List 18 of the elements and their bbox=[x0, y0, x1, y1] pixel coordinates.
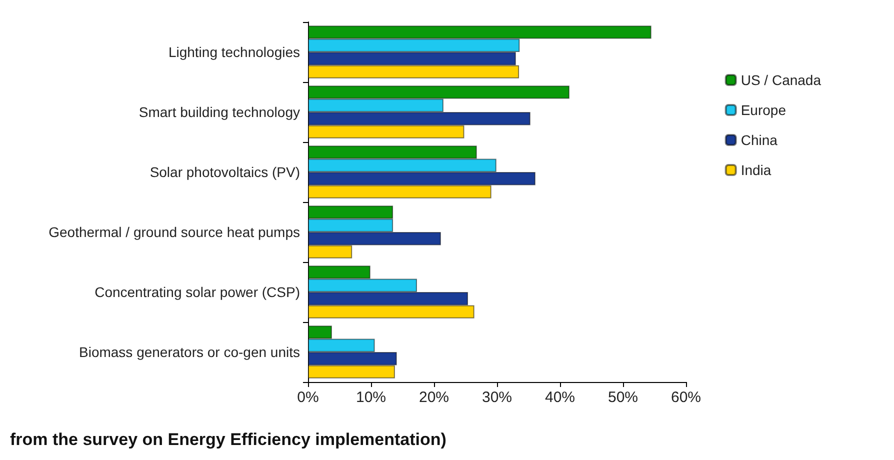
x-tick-label: 20% bbox=[418, 389, 450, 406]
y-tick-label: Lighting technologies bbox=[168, 44, 300, 60]
text: from the survey on Energy Efficiency implementation) bbox=[10, 430, 446, 449]
x-tick-label: 50% bbox=[608, 389, 638, 406]
x-tick-label: 40% bbox=[544, 389, 576, 406]
x-tick-label: 10% bbox=[356, 389, 386, 406]
y-tick-label: Concentrating solar power (CSP) bbox=[94, 284, 300, 300]
legend-label: Europe bbox=[740, 102, 786, 118]
y-tick-label: Biomass generators or co-gen units bbox=[79, 344, 300, 360]
legend-label: India bbox=[740, 162, 772, 178]
y-tick-label: Geothermal / ground source heat pumps bbox=[48, 224, 300, 240]
x-tick-label: 0% bbox=[297, 389, 319, 406]
legend-label: China bbox=[740, 132, 778, 148]
x-tick-label: 60% bbox=[670, 389, 702, 406]
legend-label: US / Canada bbox=[740, 72, 822, 88]
y-tick-label: Smart building technology bbox=[138, 104, 300, 120]
x-tick-label: 30% bbox=[482, 389, 512, 406]
y-tick-label: Solar photovoltaics (PV) bbox=[150, 164, 300, 180]
